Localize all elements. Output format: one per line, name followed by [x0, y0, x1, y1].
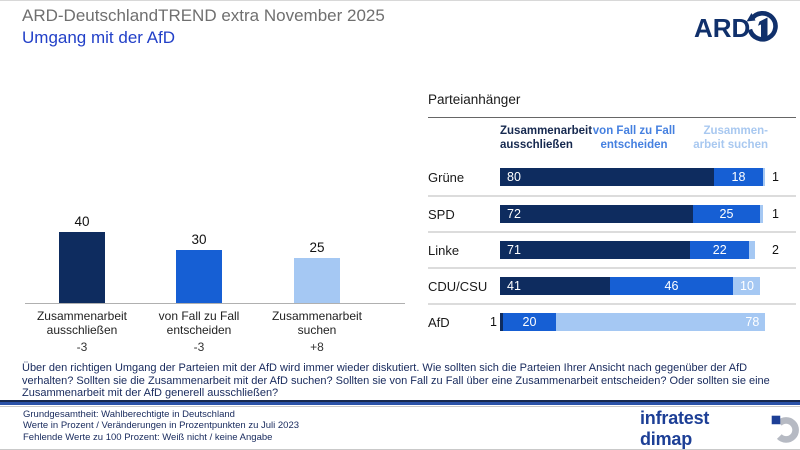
- bar-group-ausschliessen: 40 Zusammenarbeit ausschließen -3: [25, 190, 139, 355]
- segment-fall-zu-fall: 20: [502, 313, 557, 331]
- svg-text:ARD: ARD: [694, 13, 750, 43]
- page-subtitle: Umgang mit der AfD: [22, 28, 176, 47]
- party-label: SPD: [428, 206, 455, 222]
- segment-value: 18: [731, 170, 746, 184]
- segment-ausschliessen: 72: [500, 205, 693, 223]
- survey-question-text: Über den richtigen Umgang der Parteien m…: [22, 362, 770, 400]
- segment-value: 71: [507, 243, 521, 257]
- party-label: Grüne: [428, 169, 465, 185]
- segment-value: 22: [712, 243, 727, 257]
- outside-value-left: 1: [490, 315, 497, 329]
- segment-ausschliessen: 41: [500, 277, 610, 295]
- footnote-line: Werte in Prozent / Veränderungen in Proz…: [23, 420, 300, 432]
- segment-fall-zu-fall: 46: [609, 277, 734, 295]
- outside-value: 1: [772, 170, 779, 184]
- stacked-bar: 72 25: [500, 205, 768, 223]
- footer-divider: [0, 400, 800, 407]
- ard-logo-icon: ARD: [694, 7, 782, 54]
- bar-value: 25: [309, 240, 325, 255]
- legend-ausschliessen: Zusammenarbeit ausschließen: [500, 125, 593, 151]
- party-row-linke: Linke 71 22 2: [428, 231, 796, 267]
- segment-fall-zu-fall: 22: [690, 241, 750, 259]
- segment-value: 78: [745, 315, 760, 329]
- party-rows: Grüne 80 18 1 SPD 72 25 1 Linke: [428, 159, 796, 339]
- legend-fall-zu-fall: von Fall zu Fall entscheiden: [592, 125, 676, 151]
- segment-fall-zu-fall: 25: [692, 205, 760, 223]
- party-row-gruene: Grüne 80 18 1: [428, 159, 796, 195]
- overall-bar-chart: 40 Zusammenarbeit ausschließen -3 30 von…: [25, 190, 405, 355]
- legend-suchen: Zusammen- arbeit suchen: [693, 125, 768, 151]
- bar-fall-zu-fall: [176, 250, 222, 303]
- party-row-spd: SPD 72 25 1: [428, 195, 796, 231]
- bar-value: 30: [191, 232, 207, 247]
- stacked-bar: 41 46 10: [500, 277, 768, 295]
- segment-ausschliessen: [500, 313, 503, 331]
- segment-value: 46: [664, 279, 679, 293]
- top-border: [0, 0, 800, 1]
- segment-suchen: [749, 241, 755, 259]
- segment-value: 41: [507, 279, 521, 293]
- segment-value: 80: [507, 170, 521, 184]
- x-axis-line: [25, 303, 405, 304]
- party-label: AfD: [428, 314, 450, 330]
- bar-group-suchen: 25 Zusammenarbeit suchen +8: [260, 190, 374, 355]
- bar-category-label: Zusammenarbeit suchen: [271, 309, 363, 337]
- party-label: Linke: [428, 242, 460, 258]
- footnote-line: Grundgesamtheit: Wahlberechtigte in Deut…: [23, 409, 235, 420]
- bar-group-fall-zu-fall: 30 von Fall zu Fall entscheiden -3: [142, 190, 256, 355]
- segment-suchen: 10: [733, 277, 760, 295]
- title-underline: [428, 117, 796, 118]
- party-label: CDU/CSU: [428, 278, 488, 294]
- party-row-afd: AfD 1 20 78: [428, 303, 796, 339]
- segment-value: 10: [740, 279, 754, 293]
- segment-ausschliessen: 71: [500, 241, 691, 259]
- bar-category-label: von Fall zu Fall entscheiden: [158, 309, 240, 337]
- bar-ausschliessen: [59, 232, 105, 303]
- stacked-bar: 1 20 78: [490, 313, 768, 331]
- page-title: ARD-DeutschlandTREND extra November 2025: [22, 6, 385, 25]
- party-stacked-chart: Parteianhänger Zusammenarbeit ausschließ…: [428, 92, 796, 342]
- outside-value: 1: [772, 207, 779, 221]
- segment-suchen: [759, 205, 763, 223]
- stacked-bar: 80 18: [500, 168, 768, 186]
- segment-suchen: [762, 168, 766, 186]
- bar-change-label: +8: [310, 340, 324, 354]
- bar-change-label: -3: [193, 340, 205, 354]
- outside-value: 2: [772, 243, 779, 257]
- brand-text: infratest dimap: [640, 408, 710, 449]
- segment-value: 72: [507, 207, 521, 221]
- bar-category-label: Zusammenarbeit ausschließen: [36, 309, 128, 337]
- segment-fall-zu-fall: 18: [714, 168, 763, 186]
- segment-value: 20: [522, 315, 537, 329]
- party-row-cducsu: CDU/CSU 41 46 10: [428, 267, 796, 303]
- stacked-bar: 71 22: [500, 241, 768, 259]
- footnote-line: Fehlende Werte zu 100 Prozent: Weiß nich…: [23, 431, 273, 443]
- party-chart-title: Parteianhänger: [428, 92, 521, 107]
- bar-value: 40: [74, 214, 90, 229]
- infratest-dimap-logo: infratest dimap: [640, 408, 800, 450]
- bar-change-label: -3: [76, 340, 88, 354]
- infratest-dimap-icon: [771, 415, 799, 443]
- bar-suchen: [294, 258, 340, 303]
- segment-ausschliessen: 80: [500, 168, 715, 186]
- segment-suchen: 78: [556, 313, 766, 331]
- footnotes: Grundgesamtheit: Wahlberechtigte in Deut…: [23, 409, 299, 443]
- segment-value: 25: [719, 207, 734, 221]
